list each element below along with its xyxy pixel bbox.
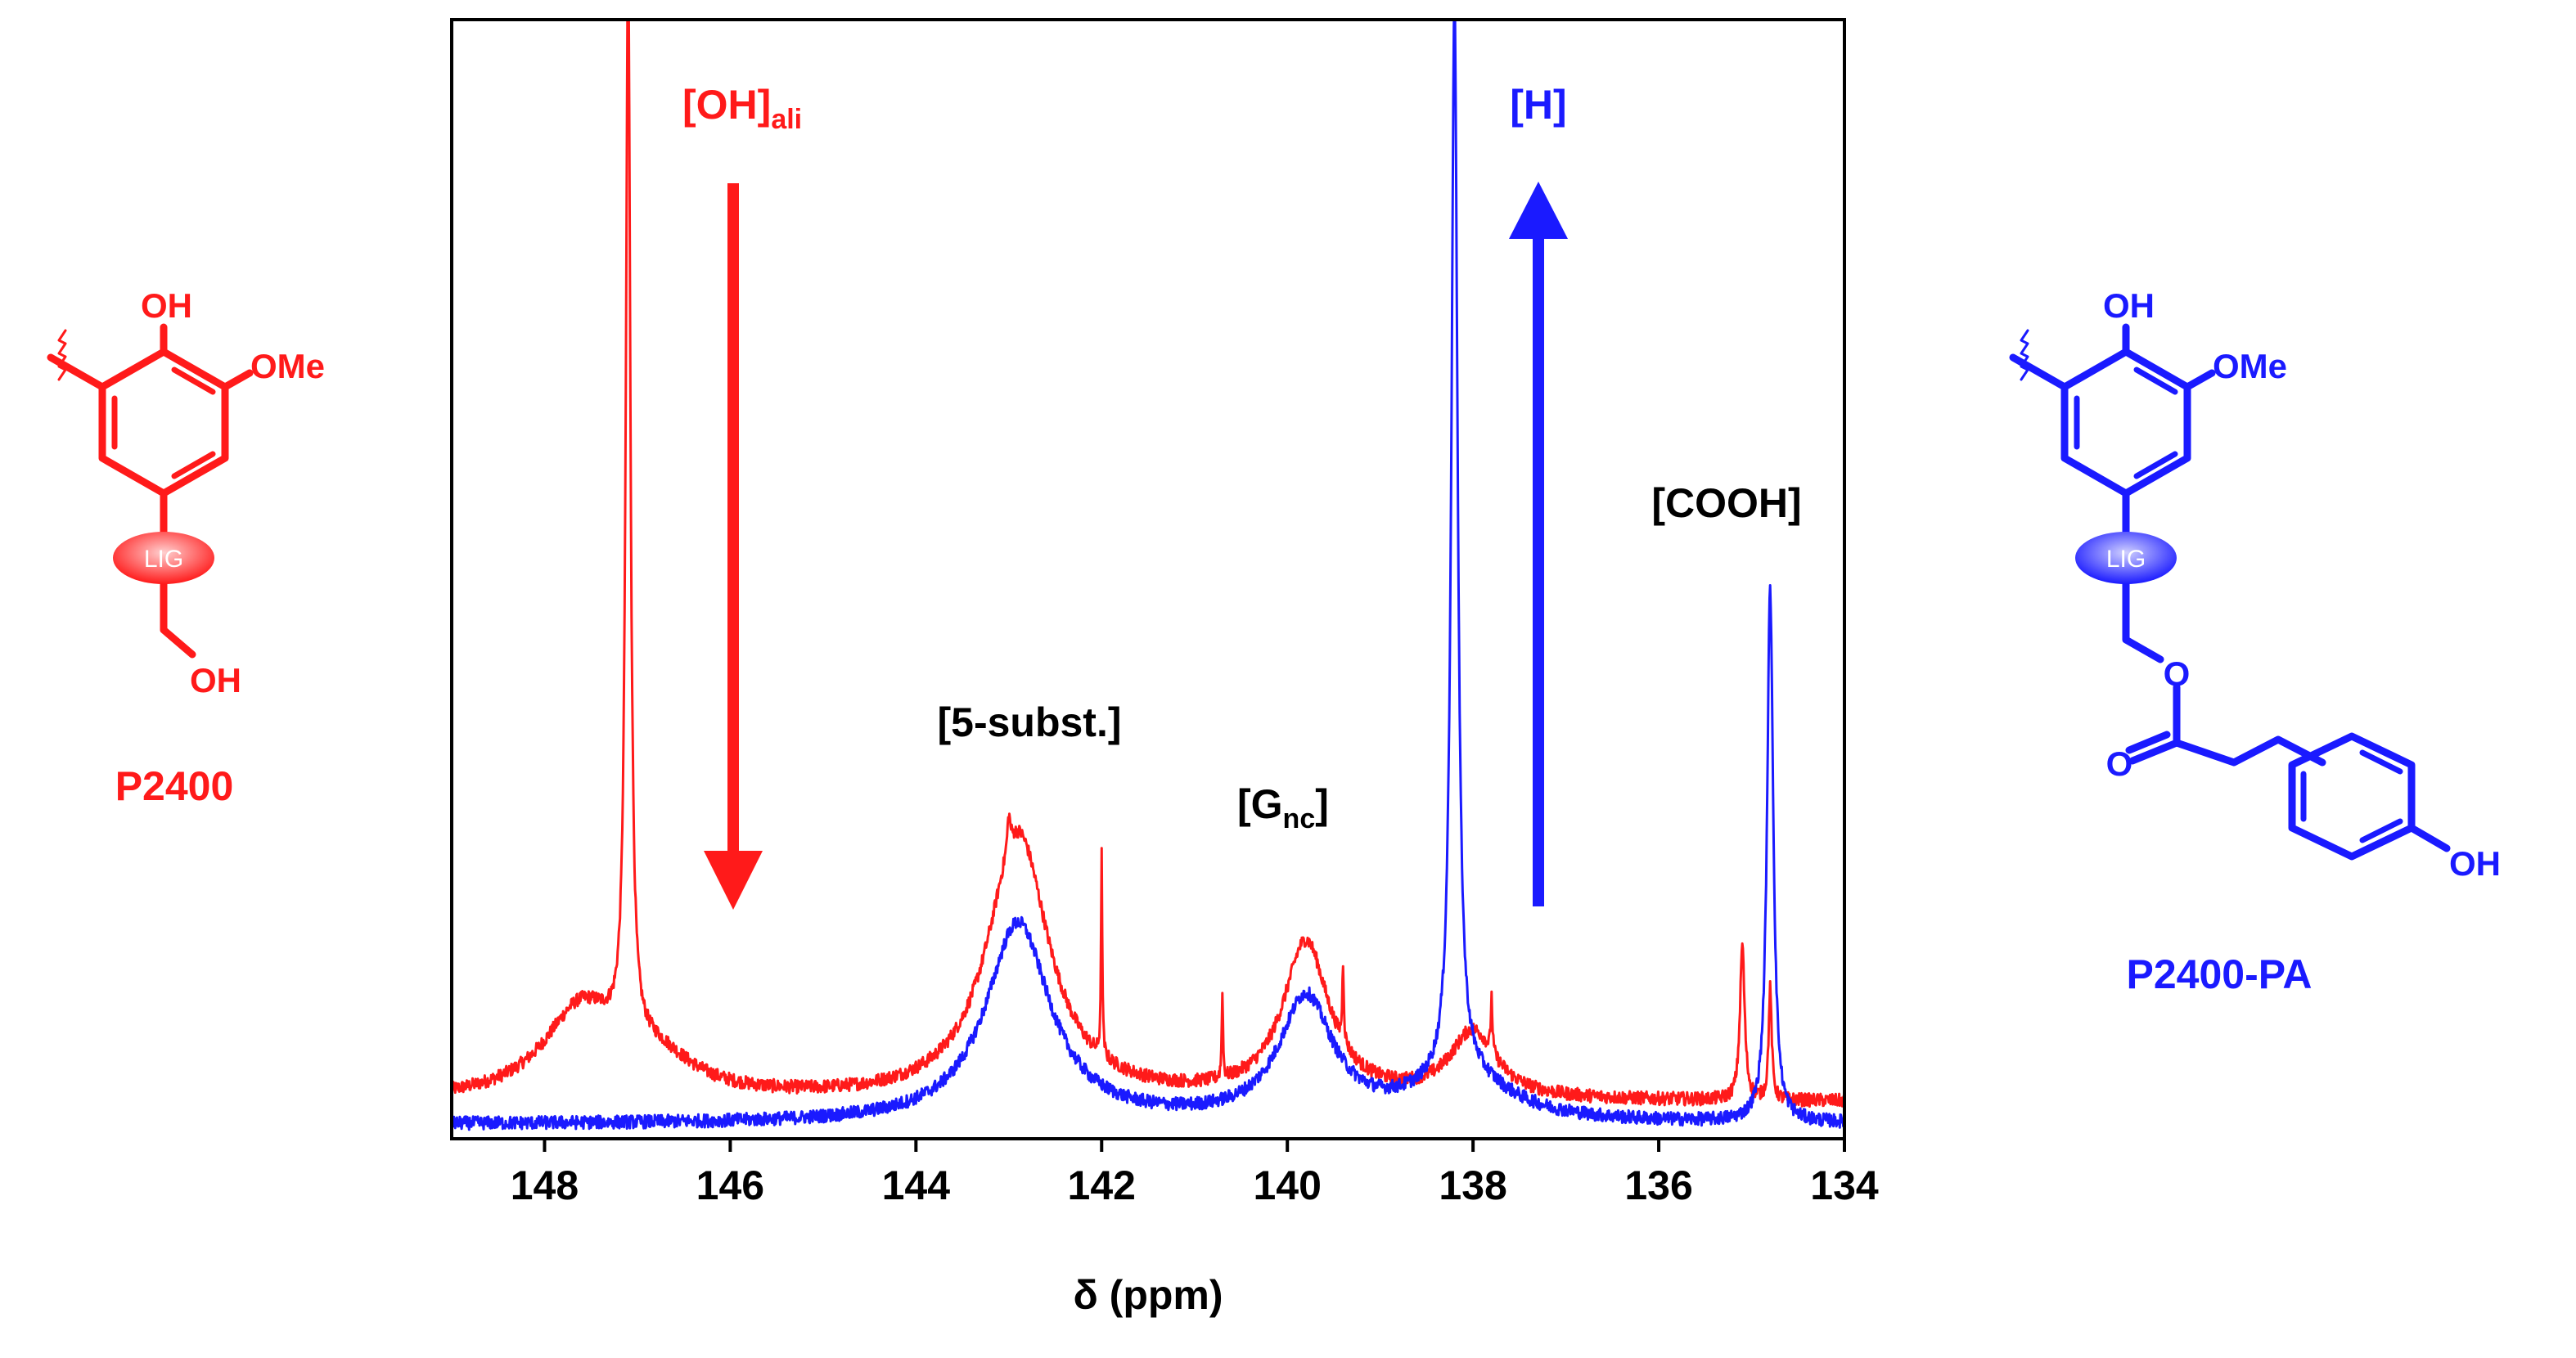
annotation-cooh: [COOH] xyxy=(1651,480,1801,526)
phenyl-ring xyxy=(2288,732,2416,861)
bond-to-ome xyxy=(221,369,254,391)
ester-linker xyxy=(2122,578,2164,663)
up-arrow xyxy=(1509,182,1568,906)
series-line-p2400 xyxy=(452,20,1844,1108)
x-axis: 148 146 144 142 140 138 136 134 xyxy=(511,1139,1879,1208)
series-layer xyxy=(452,20,1844,1131)
annotation-5-subst: [5-subst.] xyxy=(938,699,1122,745)
down-arrow xyxy=(704,183,763,910)
x-tick-label: 136 xyxy=(1624,1162,1692,1208)
bond-to-polymer xyxy=(2009,353,2069,391)
x-tick-label: 142 xyxy=(1068,1162,1136,1208)
bond-to-phenol-oh xyxy=(2407,824,2451,852)
benzene-ring xyxy=(98,348,229,497)
ch2-chain xyxy=(160,578,196,659)
carbonyl-chain xyxy=(2125,683,2326,767)
oh-top-label: OH xyxy=(2103,286,2155,325)
annotation-g-nc: [Gnc] xyxy=(1237,781,1329,834)
oh-bottom-label: OH xyxy=(190,661,241,699)
x-tick-label: 140 xyxy=(1253,1162,1321,1208)
bond-to-ome xyxy=(2183,369,2216,391)
x-tick-label: 148 xyxy=(511,1162,579,1208)
carbonyl-o-label: O xyxy=(2106,744,2133,783)
ester-o-label: O xyxy=(2164,654,2191,693)
plot-frame xyxy=(450,18,1846,1140)
series-line-p2400-pa xyxy=(452,20,1844,1131)
x-axis-label: δ (ppm) xyxy=(1073,1272,1223,1318)
lig-ellipse xyxy=(113,532,214,584)
phenol-oh-label: OH xyxy=(2449,844,2501,883)
annotation-h: [H] xyxy=(1510,82,1566,128)
structure-name: P2400-PA xyxy=(2127,951,2313,997)
x-tick-label: 134 xyxy=(1810,1162,1879,1208)
wavy-bond xyxy=(57,329,67,381)
x-tick-label: 146 xyxy=(696,1162,764,1208)
x-tick-label: 138 xyxy=(1439,1162,1506,1208)
structure-p2400-pa xyxy=(2009,323,2451,861)
x-tick-label: 144 xyxy=(882,1162,951,1208)
annotation-oh-ali: [OH]ali xyxy=(682,82,802,135)
lig-label: LIG xyxy=(144,546,183,573)
benzene-ring xyxy=(2060,348,2191,497)
lig-label: LIG xyxy=(2106,546,2146,573)
ome-label: OMe xyxy=(250,347,325,385)
structure-p2400 xyxy=(47,323,254,659)
lig-ellipse xyxy=(2075,532,2177,584)
structure-name: P2400 xyxy=(115,763,234,809)
plot-area: 148 146 144 142 140 138 136 134 δ (ppm) [OH]ali… xyxy=(450,18,1879,1318)
oh-top-label: OH xyxy=(141,286,192,325)
wavy-bond xyxy=(2020,329,2029,381)
ome-label: OMe xyxy=(2213,347,2287,385)
bond-to-polymer xyxy=(47,353,106,391)
